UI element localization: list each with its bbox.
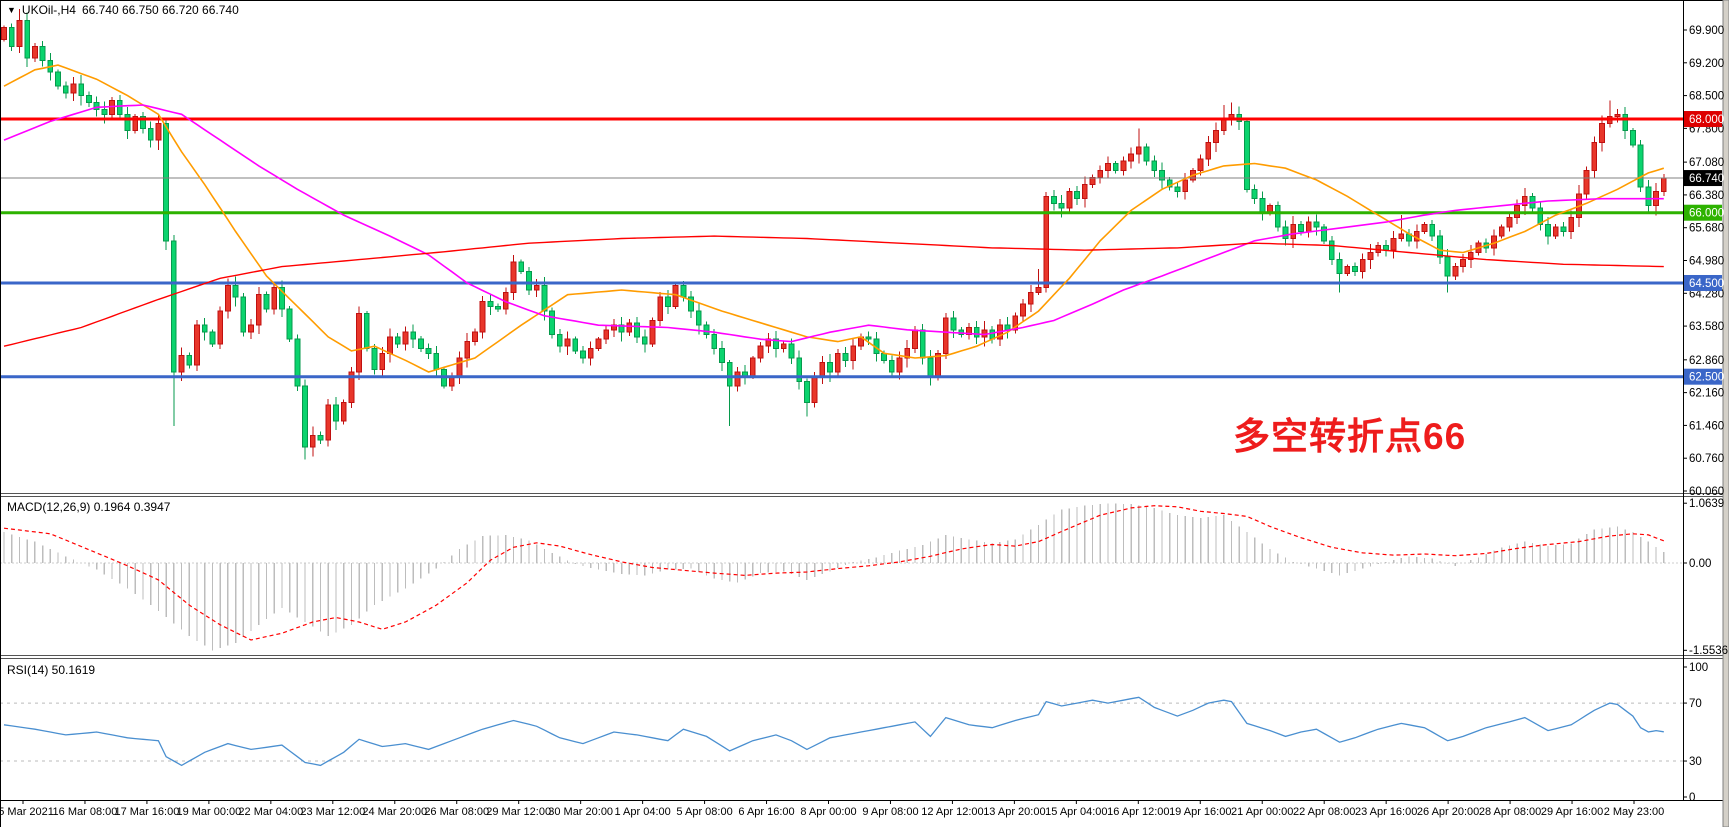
macd-panel[interactable]: [0, 496, 1683, 655]
main-chart-area[interactable]: [0, 0, 1683, 493]
svg-text:65.680: 65.680: [1689, 223, 1724, 235]
svg-text:100: 100: [1689, 662, 1708, 674]
svg-text:69.900: 69.900: [1689, 25, 1724, 37]
time-axis-label: 8 Apr 00:00: [800, 806, 856, 818]
time-axis-label: 16 Apr 12:00: [1107, 806, 1169, 818]
svg-text:64.280: 64.280: [1689, 288, 1724, 300]
ma-slow-red: [3, 235, 1664, 347]
price-badge: [1684, 274, 1722, 291]
price-badge: [1684, 368, 1722, 385]
svg-text:62.500: 62.500: [1689, 372, 1724, 384]
time-axis-label: 26 Apr 20:00: [1417, 806, 1479, 818]
macd-indicator-label: MACD(12,26,9) 0.1964 0.3947: [7, 500, 171, 514]
price-badge: [1684, 170, 1722, 187]
time-axis-label: 6 Apr 16:00: [738, 806, 794, 818]
time-axis-label: 15 Apr 04:00: [1045, 806, 1107, 818]
time-axis-label: 9 Apr 08:00: [862, 806, 918, 818]
rsi-panel[interactable]: [0, 658, 1683, 799]
time-axis-label: 23 Mar 12:00: [300, 806, 365, 818]
time-axis-label: 22 Apr 08:00: [1293, 806, 1355, 818]
svg-text:1.0639: 1.0639: [1689, 498, 1724, 510]
svg-text:0.00: 0.00: [1689, 558, 1711, 570]
time-axis-label: 23 Apr 16:00: [1355, 806, 1417, 818]
svg-text:64.500: 64.500: [1689, 278, 1724, 290]
svg-text:67.080: 67.080: [1689, 157, 1724, 169]
svg-text:61.460: 61.460: [1689, 420, 1724, 432]
window-edge-strip: [1722, 0, 1729, 827]
time-axis-label: 26 Mar 08:00: [424, 806, 489, 818]
svg-text:66.000: 66.000: [1689, 208, 1724, 220]
rsi-indicator-label: RSI(14) 50.1619: [7, 663, 96, 677]
time-axis-label: 16 Mar 08:00: [53, 806, 118, 818]
time-axis-label: 24 Mar 20:00: [362, 806, 427, 818]
ma-fast-orange: [3, 64, 1665, 373]
svg-text:0: 0: [1689, 792, 1695, 804]
macd-histogram: [3, 503, 1665, 651]
macd-signal-line: [3, 505, 1665, 641]
svg-text:66.740: 66.740: [1689, 173, 1724, 185]
symbol-period-label: UKOil-,H4: [21, 3, 76, 17]
svg-text:30: 30: [1689, 756, 1702, 768]
time-axis-label: 22 Mar 04:00: [238, 806, 303, 818]
rsi-line: [3, 696, 1664, 767]
svg-text:63.580: 63.580: [1689, 321, 1724, 333]
time-axis-label: 19 Mar 00:00: [176, 806, 241, 818]
svg-text:60.060: 60.060: [1689, 486, 1724, 498]
time-axis-label: 2 May 23:00: [1604, 806, 1665, 818]
ma-mid-magenta: [3, 104, 1664, 343]
time-axis-label: 12 Apr 12:00: [921, 806, 983, 818]
time-axis-label: 17 Mar 16:00: [115, 806, 180, 818]
svg-text:62.160: 62.160: [1689, 388, 1724, 400]
time-axis-label: 1 Apr 04:00: [614, 806, 670, 818]
chart-title-bar: ▼ UKOil-,H4 66.740 66.750 66.720 66.740: [7, 3, 239, 17]
svg-text:60.760: 60.760: [1689, 453, 1724, 465]
annotation-text: 多空转折点66: [1233, 416, 1467, 457]
svg-text:-1.5536: -1.5536: [1689, 645, 1728, 657]
price-badge: [1684, 204, 1722, 221]
candlestick-series: [1, 8, 1667, 460]
time-axis-label: 19 Apr 16:00: [1169, 806, 1231, 818]
time-axis-label: 30 Mar 20:00: [548, 806, 613, 818]
time-axis-label: 5 Apr 08:00: [676, 806, 732, 818]
time-axis-label: 29 Mar 12:00: [486, 806, 551, 818]
svg-text:64.980: 64.980: [1689, 256, 1724, 268]
svg-text:69.200: 69.200: [1689, 58, 1724, 70]
quote-ohlc-label: 66.740 66.750 66.720 66.740: [81, 3, 239, 17]
time-axis-label: 28 Apr 08:00: [1479, 806, 1541, 818]
price-scale[interactable]: 69.90069.20068.50067.80067.08066.38065.6…: [1683, 25, 1728, 804]
svg-text:68.500: 68.500: [1689, 91, 1724, 103]
time-axis-label: 15 Mar 2021: [0, 806, 54, 818]
time-axis-label: 29 Apr 16:00: [1541, 806, 1603, 818]
price-badge: [1684, 111, 1722, 128]
time-axis-label: 13 Apr 20:00: [983, 806, 1045, 818]
svg-text:70: 70: [1689, 698, 1702, 710]
svg-text:66.380: 66.380: [1689, 190, 1724, 202]
symbol-dropdown-icon[interactable]: ▼: [7, 5, 16, 15]
svg-text:68.000: 68.000: [1689, 114, 1724, 126]
time-axis-label: 21 Apr 00:00: [1231, 806, 1293, 818]
svg-text:62.860: 62.860: [1689, 355, 1724, 367]
